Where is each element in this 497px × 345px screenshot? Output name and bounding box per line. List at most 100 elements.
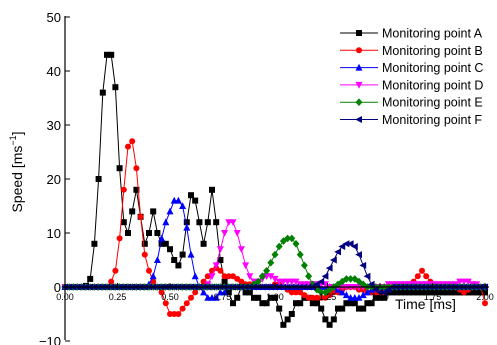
series-point-monitoring-point-b: [146, 268, 152, 274]
series-point-monitoring-point-a: [121, 219, 127, 225]
series-point-monitoring-point-a: [87, 276, 93, 282]
series-point-monitoring-point-f: [364, 273, 371, 280]
series-point-monitoring-point-a: [276, 306, 282, 312]
series-point-monitoring-point-a: [175, 262, 181, 268]
series-point-monitoring-point-a: [154, 230, 160, 236]
series-point-monitoring-point-a: [285, 316, 291, 322]
series-point-monitoring-point-a: [209, 187, 215, 193]
series-point-monitoring-point-b: [423, 273, 429, 279]
series-point-monitoring-point-a: [100, 90, 106, 96]
series-point-monitoring-point-a: [167, 246, 173, 252]
series-point-monitoring-point-b: [217, 268, 223, 274]
series-point-monitoring-point-a: [171, 257, 177, 263]
legend-swatch-marker: [356, 98, 363, 106]
x-tick-label: 2.00: [476, 292, 494, 302]
y-tick-label: 20: [47, 172, 61, 187]
series-point-monitoring-point-a: [129, 208, 135, 214]
series-point-monitoring-point-a: [180, 252, 186, 258]
series-point-monitoring-point-a: [150, 208, 156, 214]
y-axis-label: Speed [ms−1]: [8, 131, 25, 212]
y-axis-label-superscript: −1: [8, 135, 18, 145]
series-point-monitoring-point-c: [154, 256, 161, 263]
legend-item-monitoring-point-f: Monitoring point F: [340, 113, 482, 127]
legend-label: Monitoring point D: [382, 78, 483, 92]
y-tick-label: 40: [47, 64, 61, 79]
series-point-monitoring-point-b: [121, 187, 127, 193]
series-point-monitoring-point-a: [108, 52, 114, 58]
series-point-monitoring-point-a: [339, 306, 345, 312]
y-tick-label: 10: [47, 226, 61, 241]
series-point-monitoring-point-a: [297, 300, 303, 306]
series-point-monitoring-point-c: [167, 208, 174, 215]
series-point-monitoring-point-b: [415, 273, 421, 279]
legend-swatch-marker: [355, 116, 362, 123]
series-point-monitoring-point-a: [360, 306, 366, 312]
series-point-monitoring-point-e: [272, 251, 279, 259]
series-point-monitoring-point-a: [322, 316, 328, 322]
x-tick-label: 0.25: [109, 292, 127, 302]
series-point-monitoring-point-b: [184, 300, 190, 306]
series-point-monitoring-point-a: [280, 322, 286, 328]
series-point-monitoring-point-b: [117, 235, 123, 241]
series-point-monitoring-point-a: [91, 241, 97, 247]
series-point-monitoring-point-a: [125, 230, 131, 236]
series-point-monitoring-point-a: [201, 241, 207, 247]
series-point-monitoring-point-f: [359, 262, 366, 269]
series-point-monitoring-point-a: [327, 322, 333, 328]
series-point-monitoring-point-e: [305, 272, 312, 280]
series-point-monitoring-point-b: [129, 138, 135, 144]
series-point-monitoring-point-b: [180, 306, 186, 312]
y-tick-label: 30: [47, 118, 61, 133]
series-point-monitoring-point-f: [330, 257, 337, 264]
series-point-monitoring-point-b: [112, 268, 118, 274]
series-point-monitoring-point-a: [163, 241, 169, 247]
series-point-monitoring-point-a: [96, 176, 102, 182]
x-tick-label: 0.75: [214, 292, 232, 302]
y-tick-label: 50: [47, 10, 61, 25]
x-tick-label: 1.00: [266, 292, 284, 302]
series-point-monitoring-point-f: [326, 265, 333, 272]
legend-item-monitoring-point-d: Monitoring point D: [340, 78, 483, 92]
series-point-monitoring-point-a: [112, 84, 118, 90]
legend-label: Monitoring point A: [382, 27, 483, 41]
series-point-monitoring-point-a: [255, 295, 261, 301]
legend: Monitoring point A Monitoring point B Moni…: [340, 27, 483, 128]
series-point-monitoring-point-c: [162, 218, 169, 225]
y-axis-label-close: ]: [9, 131, 25, 135]
series-point-monitoring-point-a: [205, 219, 211, 225]
legend-label: Monitoring point C: [382, 61, 483, 75]
y-tick-label: 0: [54, 280, 61, 295]
legend-swatch-marker: [356, 30, 362, 36]
series-point-monitoring-point-b: [419, 268, 425, 274]
legend-swatch-marker: [356, 47, 362, 53]
legend-item-monitoring-point-b: Monitoring point B: [340, 44, 483, 58]
legend-label: Monitoring point E: [382, 96, 483, 110]
x-tick-label: 0.50: [161, 292, 179, 302]
series-point-monitoring-point-c: [192, 272, 199, 279]
series-point-monitoring-point-e: [267, 259, 274, 267]
series-point-monitoring-point-b: [133, 165, 139, 171]
series-point-monitoring-point-c: [188, 251, 195, 258]
series-point-monitoring-point-a: [142, 241, 148, 247]
series-point-monitoring-point-a: [146, 230, 152, 236]
series-point-monitoring-point-d: [234, 230, 241, 237]
series-point-monitoring-point-f: [334, 248, 341, 255]
legend-item-monitoring-point-c: Monitoring point C: [340, 61, 483, 75]
series-point-monitoring-point-b: [125, 144, 131, 150]
x-tick-label: 1.50: [371, 292, 389, 302]
series-point-monitoring-point-e: [297, 251, 304, 259]
series-point-monitoring-point-a: [318, 306, 324, 312]
legend-item-monitoring-point-e: Monitoring point E: [340, 96, 483, 110]
series-point-monitoring-point-a: [213, 219, 219, 225]
series-point-monitoring-point-a: [234, 295, 240, 301]
series-point-monitoring-point-f: [355, 251, 362, 258]
series-point-monitoring-point-f: [322, 273, 329, 280]
legend-label: Monitoring point F: [382, 113, 482, 127]
x-axis-label: Time [ms]: [395, 296, 456, 312]
series-point-monitoring-point-b: [188, 295, 194, 301]
series-point-monitoring-point-a: [352, 300, 358, 306]
series-point-monitoring-point-a: [331, 316, 337, 322]
series-point-monitoring-point-b: [175, 311, 181, 317]
series-point-monitoring-point-d: [242, 262, 249, 269]
